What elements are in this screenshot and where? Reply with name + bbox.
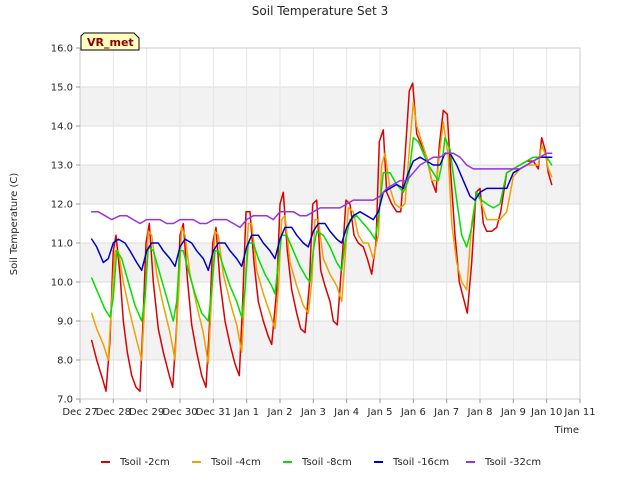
x-tick-label: Jan 6 — [400, 407, 426, 418]
x-tick-label: Dec 29 — [129, 407, 164, 418]
plot-band — [80, 87, 580, 126]
y-tick-label: 9.0 — [57, 317, 73, 328]
y-tick-label: 12.0 — [51, 200, 73, 211]
x-tick-label: Dec 28 — [96, 407, 131, 418]
legend-label: Tsoil -32cm — [484, 457, 541, 468]
series-line-3 — [90, 136, 553, 322]
x-tick-label: Jan 11 — [563, 407, 595, 418]
y-tick-label: 14.0 — [51, 122, 73, 133]
series-line-4 — [90, 152, 553, 272]
chart-title: Soil Temperature Set 3 — [252, 4, 388, 18]
x-tick-label: Jan 9 — [500, 407, 526, 418]
x-axis-label: Time — [554, 425, 579, 436]
y-tick-label: 11.0 — [51, 239, 73, 250]
y-axis-ticks: 7.0 8.0 9.0 10.0 11.0 12.0 13.0 14.0 15.0 16.0 — [51, 44, 80, 406]
legend-label: Tsoil -16cm — [392, 457, 449, 468]
series-line-5 — [90, 152, 553, 229]
legend-item: Tsoil -8cm — [283, 457, 352, 468]
series-layer — [90, 82, 553, 392]
x-tick-label: Jan 8 — [467, 407, 493, 418]
plot-frame — [79, 47, 581, 400]
y-tick-label: 10.0 — [51, 278, 73, 289]
y-tick-label: 13.0 — [51, 161, 73, 172]
series-line-2 — [90, 101, 553, 365]
legend-item: Tsoil -16cm — [374, 457, 449, 468]
y-tick-label: 15.0 — [51, 83, 73, 94]
x-tick-label: Jan 3 — [300, 407, 326, 418]
plot-band — [80, 165, 580, 204]
series-line-1 — [90, 82, 553, 392]
x-tick-label: Dec 30 — [162, 407, 197, 418]
legend: Tsoil -2cm Tsoil -4cm Tsoil -8cm Tsoil -16c… — [101, 457, 541, 468]
y-tick-label: 8.0 — [57, 356, 73, 367]
x-tick-label: Jan 10 — [530, 407, 562, 418]
legend-label: Tsoil -8cm — [301, 457, 352, 468]
badge-box — [80, 32, 140, 51]
x-tick-label: Jan 1 — [233, 407, 259, 418]
y-tick-label: 7.0 — [57, 395, 73, 406]
plot-band — [80, 321, 580, 360]
y-tick-label: 16.0 — [51, 44, 73, 55]
legend-label: Tsoil -2cm — [119, 457, 170, 468]
plot-bands — [80, 87, 580, 360]
legend-item: Tsoil -2cm — [101, 457, 170, 468]
badge-label: VR_met — [87, 36, 134, 49]
y-axis-label: Soil Temperature (C) — [9, 173, 20, 276]
x-tick-label: Jan 2 — [267, 407, 293, 418]
legend-label: Tsoil -4cm — [210, 457, 261, 468]
legend-item: Tsoil -32cm — [466, 457, 541, 468]
legend-item: Tsoil -4cm — [192, 457, 261, 468]
x-tick-label: Jan 4 — [333, 407, 359, 418]
x-tick-label: Jan 7 — [433, 407, 459, 418]
x-tick-label: Dec 31 — [196, 407, 231, 418]
x-tick-label: Dec 27 — [62, 407, 97, 418]
x-tick-label: Jan 5 — [367, 407, 393, 418]
vr-met-badge: VR_met — [80, 32, 140, 51]
